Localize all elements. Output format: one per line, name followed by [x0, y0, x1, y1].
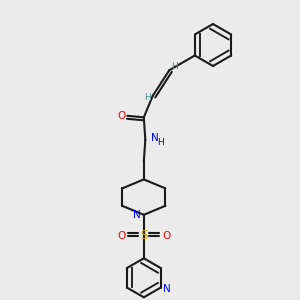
Text: H: H	[171, 62, 178, 71]
Text: N: N	[133, 210, 141, 220]
Text: H: H	[144, 93, 151, 102]
Text: N: N	[151, 133, 158, 143]
Text: O: O	[162, 231, 170, 241]
Text: H: H	[158, 138, 164, 147]
Text: O: O	[118, 111, 126, 121]
Text: O: O	[118, 231, 126, 241]
Text: S: S	[140, 229, 148, 242]
Text: N: N	[164, 284, 171, 294]
